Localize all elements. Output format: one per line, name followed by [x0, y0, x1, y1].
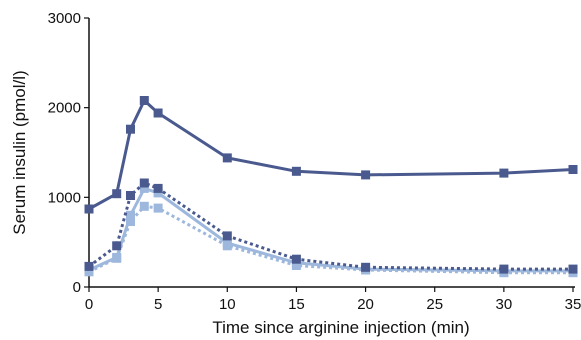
data-point	[222, 231, 232, 241]
x-axis-title: Time since arginine injection (min)	[212, 318, 469, 337]
data-point	[126, 191, 135, 200]
data-point	[139, 183, 149, 193]
x-tick-label: 0	[85, 296, 93, 313]
data-point	[153, 203, 163, 213]
y-ticks: 0 1000 2000 3000	[48, 10, 89, 296]
data-point	[499, 168, 509, 178]
data-point	[126, 124, 135, 134]
data-point	[568, 165, 578, 174]
x-tick-label: 10	[219, 296, 236, 313]
data-point	[126, 210, 135, 220]
data-point	[222, 153, 232, 163]
data-point	[499, 264, 509, 274]
data-point	[84, 261, 94, 271]
series-0	[84, 96, 578, 214]
data-point	[139, 178, 149, 188]
data-point	[112, 241, 122, 251]
series-layer	[84, 96, 578, 278]
y-tick-label: 2000	[48, 100, 81, 117]
y-tick-label: 0	[73, 279, 81, 296]
y-tick-label: 3000	[48, 10, 81, 27]
data-point	[139, 96, 149, 105]
data-point	[361, 262, 371, 272]
data-point	[291, 166, 301, 176]
axes	[88, 18, 575, 288]
data-point	[361, 170, 371, 180]
data-point	[84, 204, 94, 214]
x-ticks: 0 5 10 15 20 25 30 35	[85, 287, 581, 313]
series-line	[88, 186, 573, 273]
series-2	[84, 183, 578, 276]
x-tick-label: 5	[154, 296, 162, 313]
series-1	[84, 178, 578, 274]
series-line	[88, 204, 573, 275]
data-point	[568, 264, 578, 274]
data-point	[139, 201, 149, 211]
x-tick-label: 20	[357, 296, 374, 313]
data-point	[153, 108, 163, 118]
data-point	[222, 238, 232, 248]
y-axis-title: Serum insulin (pmol/l)	[10, 70, 29, 234]
x-tick-label: 35	[565, 296, 581, 313]
data-point	[126, 217, 135, 226]
series-line	[88, 99, 574, 211]
data-point	[112, 189, 122, 199]
y-tick-label: 1000	[48, 189, 81, 206]
x-tick-label: 15	[288, 296, 305, 313]
series-line	[88, 181, 573, 271]
x-tick-label: 25	[426, 296, 443, 313]
data-point	[112, 252, 122, 262]
data-point	[153, 183, 163, 193]
data-point	[291, 254, 301, 264]
x-tick-label: 30	[496, 296, 513, 313]
